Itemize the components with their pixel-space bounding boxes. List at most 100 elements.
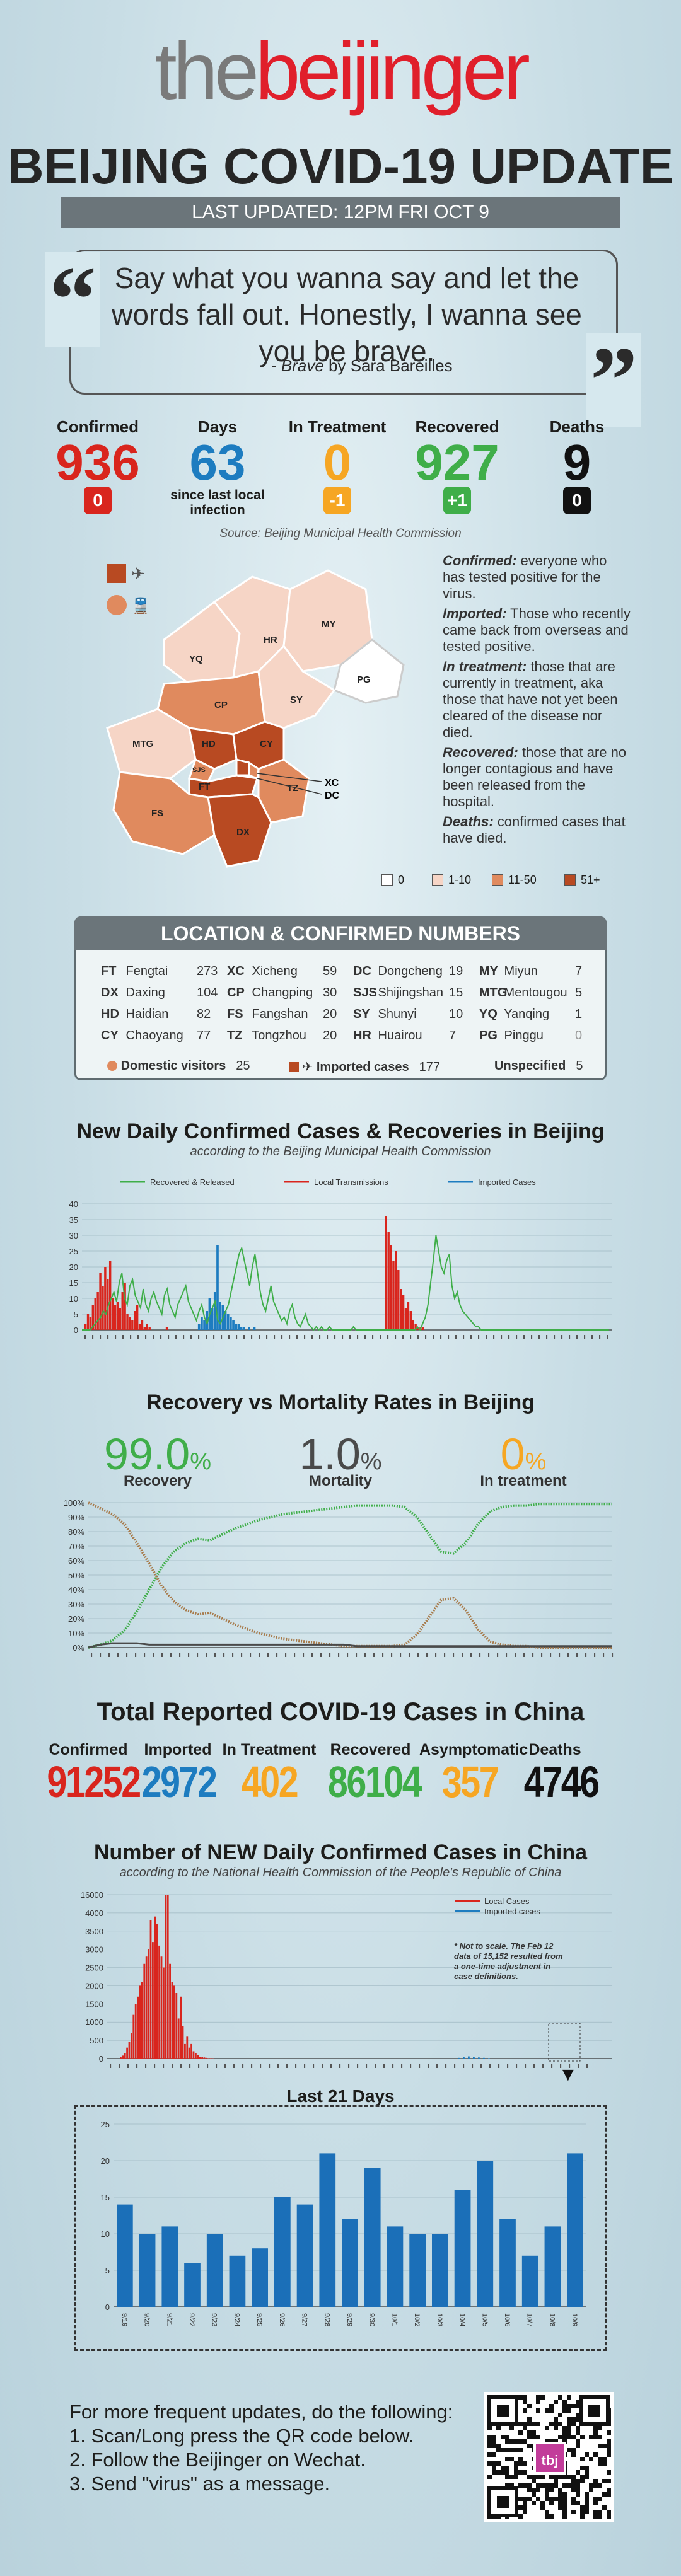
qr-module (593, 2510, 598, 2514)
x-tick-label: 10/4 (458, 2313, 466, 2326)
qr-module (501, 2466, 505, 2470)
map-label-sy: SY (290, 695, 303, 705)
location-value: 104 (197, 986, 218, 1000)
bar-day (184, 2263, 201, 2307)
y-tick-label: 2000 (85, 1981, 103, 1990)
qr-module (514, 2475, 518, 2479)
location-value: 273 (197, 964, 218, 978)
x-tick-label: 9/27 (301, 2313, 308, 2326)
legend-item: 1-10 (432, 874, 471, 887)
qr-module (523, 2470, 527, 2475)
x-tick-mark: ▬ (340, 1335, 345, 1339)
x-tick-mark: ▬ (106, 1335, 110, 1339)
qr-module (607, 2510, 611, 2514)
y-tick-label: 0 (74, 1326, 78, 1335)
x-tick-mark: ▬ (213, 1653, 218, 1657)
x-tick-mark: ▬ (222, 1653, 226, 1657)
x-tick-mark: ▬ (197, 1335, 201, 1339)
x-tick-mark: ▬ (204, 1653, 209, 1657)
qr-module (562, 2492, 567, 2497)
qr-module (509, 2426, 514, 2430)
bar-imported (213, 1292, 216, 1330)
x-tick-mark: ▬ (143, 1653, 147, 1657)
qr-module (518, 2483, 523, 2488)
x-tick-mark: ▬ (391, 2064, 395, 2068)
bar-day (477, 2161, 494, 2307)
qr-module (576, 2492, 580, 2497)
bar-local (94, 1298, 96, 1330)
x-tick-mark: ▬ (537, 1335, 542, 1339)
qr-module (558, 2488, 562, 2492)
map-label-hd: HD (202, 739, 216, 749)
bar-day (296, 2204, 313, 2307)
qr-module (593, 2426, 598, 2430)
x-tick-mark: ▬ (559, 2064, 563, 2068)
x-tick-mark: ▬ (479, 2064, 484, 2068)
legend-label: 1-10 (448, 874, 472, 886)
bar-local (128, 2042, 131, 2059)
map-label-tz: TZ (287, 783, 298, 794)
total-value: 2972 (141, 1757, 218, 1806)
china-daily-chart-title: Number of NEW Daily Confirmed Cases in C… (93, 1840, 588, 1864)
legend-item: 0 (381, 874, 404, 887)
x-tick-mark: ▬ (552, 1335, 557, 1339)
qr-module (518, 2422, 523, 2426)
legend-swatch (564, 874, 576, 886)
qr-module (571, 2448, 576, 2452)
qr-module (523, 2505, 527, 2510)
qr-module (523, 2395, 527, 2400)
daily-beijing-chart-title: New Daily Confirmed Cases & Recoveries i… (76, 1119, 605, 1143)
open-quote-icon: “ (45, 252, 100, 347)
bar-imported (201, 1317, 203, 1330)
qr-module (518, 2514, 523, 2519)
bar-local (119, 1308, 122, 1330)
qr-module (607, 2448, 611, 2452)
qr-module (523, 2439, 527, 2444)
qr-module (514, 2466, 518, 2470)
bar-local (148, 1327, 151, 1330)
location-item: MTG Mentougou 5 (479, 986, 605, 1000)
series-line-recovered (82, 1235, 609, 1331)
x-tick-label: 9/19 (120, 2313, 128, 2326)
qr-module (576, 2488, 580, 2492)
bar-local (139, 1985, 141, 2059)
qr-module (527, 2475, 532, 2479)
x-tick-mark: ▬ (90, 1653, 94, 1657)
qr-module (567, 2430, 571, 2435)
qr-module (580, 2510, 585, 2514)
legend-item: 11-50 (492, 874, 537, 887)
qr-module (602, 2457, 607, 2461)
y-tick-label: 0 (105, 2302, 110, 2312)
qr-module (576, 2400, 580, 2404)
x-tick-mark: ▬ (126, 2064, 131, 2068)
qr-module (492, 2444, 496, 2448)
x-tick-mark: ▬ (272, 1335, 277, 1339)
bar-local (166, 1895, 169, 2059)
logo[interactable]: thebeijinger (154, 26, 530, 117)
x-tick-mark: ▬ (318, 1335, 322, 1339)
qr-module (554, 2497, 558, 2501)
location-item: XC Xicheng 59 (227, 964, 353, 979)
x-tick-mark: ▬ (373, 2064, 378, 2068)
bar-day (319, 2153, 336, 2307)
qr-module (598, 2444, 602, 2448)
qr-module (536, 2422, 540, 2426)
y-tick-label: 30 (69, 1231, 78, 1240)
y-tick-label: 2500 (85, 1963, 103, 1973)
qr-module (523, 2400, 527, 2404)
x-tick-mark: ▬ (454, 1335, 458, 1339)
x-tick-mark: ▬ (144, 2064, 148, 2068)
x-tick-mark: ▬ (487, 1653, 491, 1657)
qr-module (593, 2435, 598, 2439)
y-tick-label: 5 (74, 1310, 78, 1319)
x-tick-mark: ▬ (460, 1653, 465, 1657)
qr-module (549, 2497, 554, 2501)
bar-local (124, 2053, 126, 2059)
bar-local (134, 1311, 136, 1330)
bar-local (91, 1305, 95, 1330)
bar-local (111, 1298, 114, 1330)
x-tick-mark: ▬ (470, 2064, 475, 2068)
x-tick-mark: ▬ (151, 1335, 156, 1339)
qr-module (523, 2461, 527, 2466)
total-value: 402 (241, 1757, 299, 1806)
